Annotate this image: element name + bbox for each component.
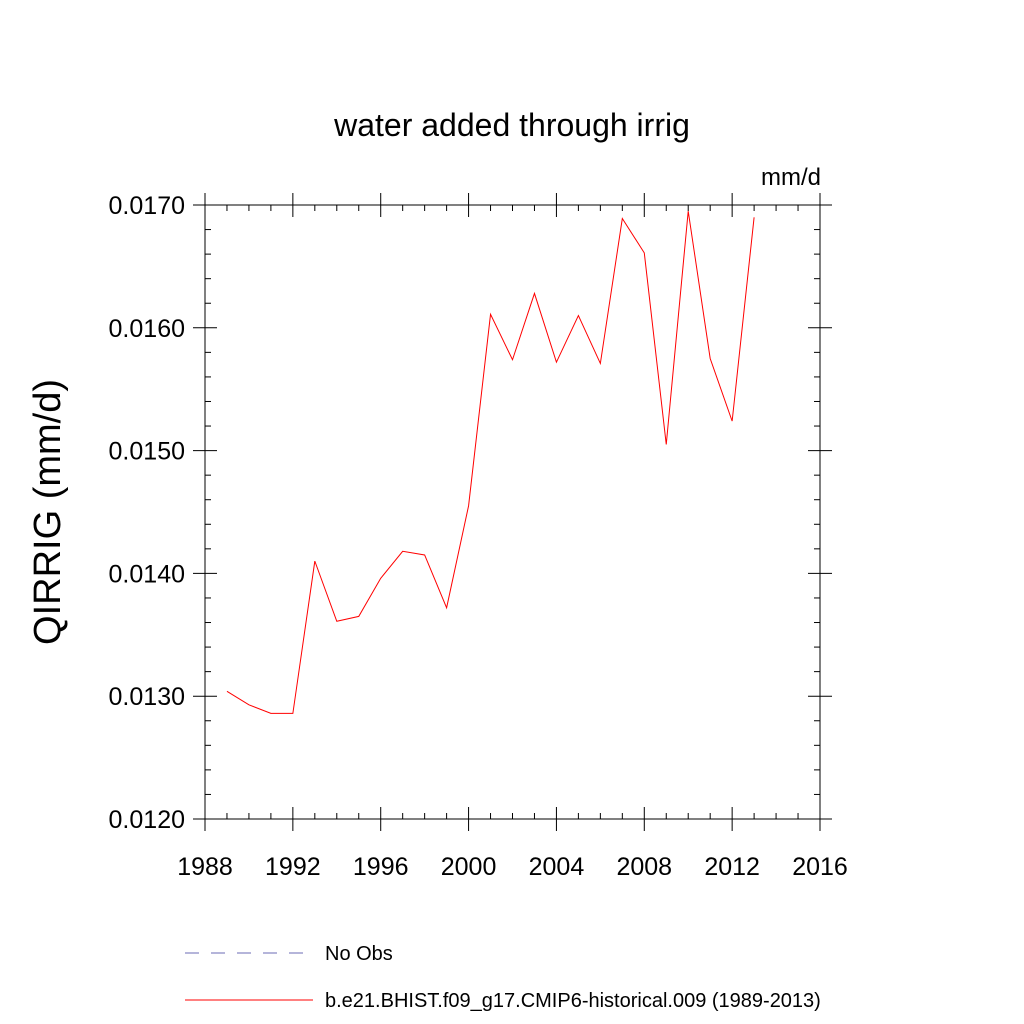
x-tick-label: 1996 — [353, 853, 409, 881]
x-tick-label: 2004 — [529, 853, 585, 881]
axis-tick-labels: 1988 1992 1996 2000 2004 2008 2012 2016 0.0120 0.… — [109, 192, 848, 881]
chart-title: water added through irrig — [333, 107, 690, 143]
y-tick-label: 0.0160 — [109, 315, 185, 343]
legend-label: No Obs — [325, 943, 393, 965]
y-tick-label: 0.0150 — [109, 438, 185, 466]
x-tick-label: 2000 — [441, 853, 497, 881]
plot-frame — [204, 204, 821, 820]
series-line — [226, 211, 755, 714]
x-tick-label: 2016 — [792, 853, 848, 881]
legend: No Obs b.e21.BHIST.f09_g17.CMIP6-historic… — [185, 943, 821, 1012]
x-tick-label: 2012 — [704, 853, 760, 881]
axis-ticks — [193, 193, 832, 831]
y-tick-label: 0.0130 — [109, 683, 185, 711]
y-tick-label: 0.0170 — [109, 192, 185, 220]
x-tick-label: 2008 — [616, 853, 672, 881]
y-tick-label: 0.0140 — [109, 560, 185, 588]
x-tick-label: 1992 — [265, 853, 321, 881]
x-tick-label: 1988 — [177, 853, 233, 881]
y-axis-label: QIRRIG (mm/d) — [27, 379, 69, 645]
legend-label: b.e21.BHIST.f09_g17.CMIP6-historical.009… — [325, 990, 821, 1012]
units-label: mm/d — [761, 164, 821, 191]
series-lines — [226, 211, 755, 714]
y-tick-label: 0.0120 — [109, 806, 185, 834]
